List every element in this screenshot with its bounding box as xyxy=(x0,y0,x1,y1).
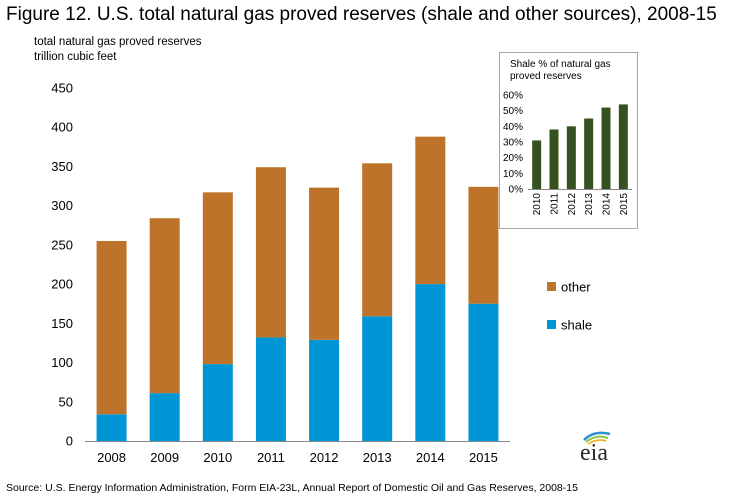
bar-shale-2010 xyxy=(202,364,233,441)
y-tick-label: 400 xyxy=(51,120,73,135)
y-tick-label: 50 xyxy=(59,394,73,409)
inset-x-tick-label: 2015 xyxy=(619,193,630,216)
bar-other-2011 xyxy=(255,167,286,338)
legend-swatch-other xyxy=(547,282,556,291)
eia-logo-text: eia xyxy=(580,440,608,466)
x-tick-label: 2008 xyxy=(97,450,126,465)
y-tick-label: 300 xyxy=(51,198,73,213)
bar-shale-2008 xyxy=(96,414,127,441)
legend-swatch-shale xyxy=(547,320,556,329)
y-tick-label: 100 xyxy=(51,355,73,370)
y-tick-label: 200 xyxy=(51,277,73,292)
x-tick-label: 2012 xyxy=(310,450,339,465)
bar-other-2013 xyxy=(362,163,393,317)
bar-shale-2012 xyxy=(309,339,340,441)
x-tick-label: 2015 xyxy=(469,450,498,465)
inset-title-line1: Shale % of natural gas xyxy=(510,59,611,70)
inset-y-tick-label: 10% xyxy=(503,169,523,180)
inset-bar-2012 xyxy=(566,126,576,189)
source-note: Source: U.S. Energy Information Administ… xyxy=(6,482,578,494)
inset-y-tick-label: 20% xyxy=(503,153,523,164)
eia-logo: eia xyxy=(574,428,618,468)
inset-bar-2014 xyxy=(601,107,611,189)
inset-bar-2015 xyxy=(618,104,628,189)
bar-other-2014 xyxy=(415,136,446,285)
inset-x-tick-label: 2013 xyxy=(584,193,595,216)
inset-y-tick-label: 60% xyxy=(503,91,523,102)
bar-other-2010 xyxy=(202,192,233,365)
inset-x-tick-label: 2010 xyxy=(532,193,543,216)
inset-x-tick-label: 2012 xyxy=(567,193,578,216)
inset-x-tick-label: 2014 xyxy=(602,193,613,216)
inset-bar-2010 xyxy=(532,140,542,189)
bar-shale-2009 xyxy=(149,393,180,441)
x-tick-label: 2014 xyxy=(416,450,445,465)
inset-title-line2: proved reserves xyxy=(510,71,582,82)
inset-x-tick-label: 2011 xyxy=(550,193,561,215)
x-tick-label: 2009 xyxy=(150,450,179,465)
bar-shale-2011 xyxy=(255,337,286,441)
bar-other-2015 xyxy=(468,186,499,304)
y-tick-label: 450 xyxy=(51,81,73,96)
inset-chart-frame xyxy=(499,52,638,229)
x-tick-label: 2013 xyxy=(363,450,392,465)
y-tick-label: 150 xyxy=(51,316,73,331)
y-tick-label: 350 xyxy=(51,159,73,174)
x-tick-label: 2011 xyxy=(257,450,285,465)
y-tick-label: 0 xyxy=(66,434,73,449)
x-tick-label: 2010 xyxy=(203,450,232,465)
inset-bar-2011 xyxy=(549,129,559,189)
bar-other-2012 xyxy=(309,187,340,340)
bar-shale-2013 xyxy=(362,316,393,441)
y-tick-label: 250 xyxy=(51,237,73,252)
eia-logo-swoosh xyxy=(583,431,611,445)
inset-bar-2013 xyxy=(584,118,594,189)
bar-shale-2014 xyxy=(415,284,446,441)
inset-y-tick-label: 30% xyxy=(503,138,523,149)
y-axis-caption-line1: total natural gas proved reserves xyxy=(34,36,202,48)
inset-y-tick-label: 40% xyxy=(503,122,523,133)
inset-y-tick-label: 50% xyxy=(503,106,523,117)
bar-shale-2015 xyxy=(468,303,499,441)
figure-title: Figure 12. U.S. total natural gas proved… xyxy=(6,4,717,25)
legend-label-shale: shale xyxy=(561,318,592,333)
y-axis-caption-line2: trillion cubic feet xyxy=(34,51,117,63)
inset-y-tick-label: 0% xyxy=(509,185,524,196)
bar-other-2008 xyxy=(96,240,127,415)
legend-label-other: other xyxy=(561,280,591,295)
bar-other-2009 xyxy=(149,218,180,394)
